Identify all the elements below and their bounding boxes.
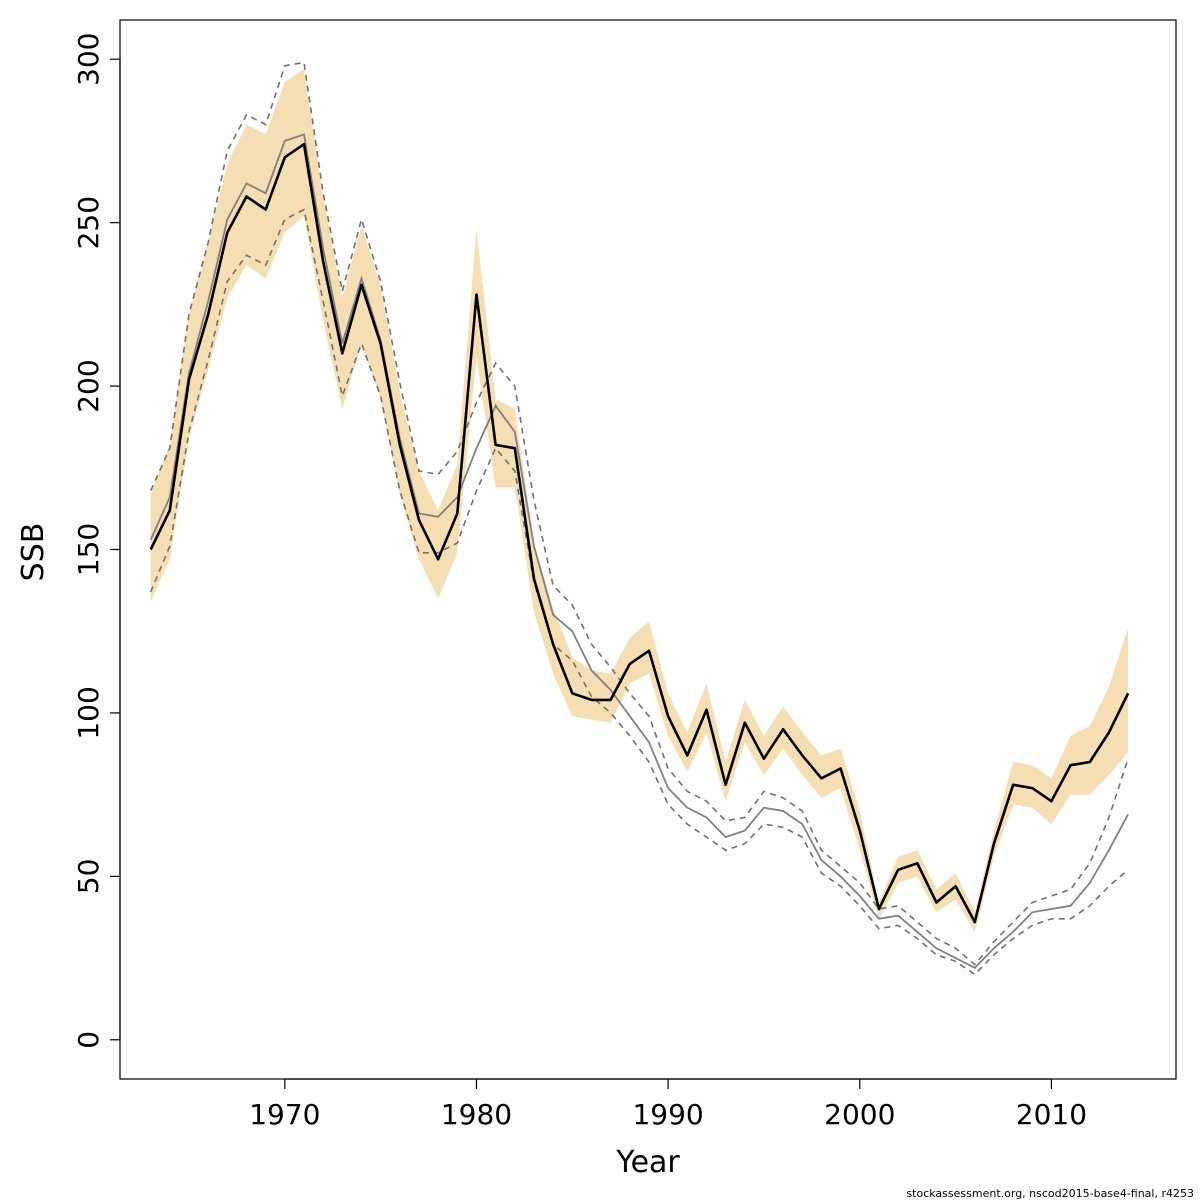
confidence-band-layer [150,69,1129,932]
y-axis: 0 50 100 150 200 250 300 [72,32,121,1049]
credit-text: stockassessment.org, nscod2015-base4-fin… [906,1187,1194,1200]
x-tick-label: 1980 [441,1098,512,1131]
y-tick-label: 0 [72,1031,105,1049]
lines-layer [149,61,1130,976]
x-tick-label: 2010 [1016,1098,1087,1131]
y-tick-label: 50 [72,859,105,895]
comparison-upper-line [149,61,1129,966]
estimate-line [149,142,1130,924]
x-tick-label: 1990 [632,1098,703,1131]
y-tick-label: 100 [72,686,105,739]
y-tick-label: 300 [72,32,105,85]
x-axis: 1970 1980 1990 2000 2010 [249,1078,1087,1131]
y-tick-label: 250 [72,196,105,249]
x-tick-label: 2000 [824,1098,895,1131]
x-axis-title: Year [615,1145,680,1180]
estimate-confidence-band [150,69,1129,932]
x-tick-label: 1970 [249,1098,320,1131]
y-tick-label: 150 [72,523,105,576]
y-tick-label: 200 [72,359,105,412]
y-axis-title: SSB [16,523,51,582]
comparison-line [149,133,1129,970]
